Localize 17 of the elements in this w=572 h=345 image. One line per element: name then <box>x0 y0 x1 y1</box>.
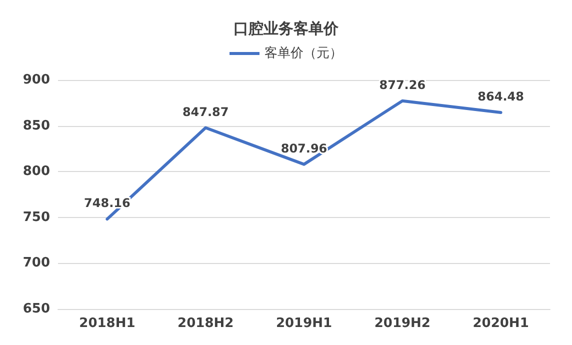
x-tick-label: 2018H2 <box>178 316 234 331</box>
data-label: 864.48 <box>478 90 524 104</box>
x-tick-label: 2019H2 <box>374 316 430 331</box>
y-tick-label: 750 <box>22 210 50 225</box>
x-tick-label: 2020H1 <box>472 316 529 331</box>
chart-title: 口腔业务客单价 <box>234 20 340 38</box>
data-label: 807.96 <box>280 141 328 156</box>
y-tick-label: 650 <box>22 302 50 316</box>
data-label: 847.87 <box>182 104 229 119</box>
y-tick-label: 800 <box>22 164 50 180</box>
y-tick-label: 900 <box>22 72 50 88</box>
data-label: 877.26 <box>379 78 426 92</box>
x-tick-label: 2019H1 <box>276 316 332 331</box>
x-tick-label: 2018H1 <box>79 316 136 331</box>
y-tick-label: 700 <box>22 256 50 271</box>
y-tick-label: 850 <box>22 118 50 134</box>
legend-label: 客单价（元） <box>264 45 342 61</box>
